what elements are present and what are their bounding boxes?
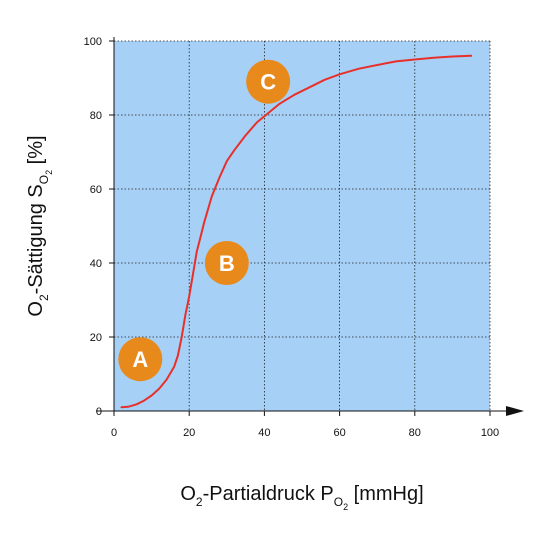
marker-circle <box>118 337 163 382</box>
x-tick-label: 40 <box>258 427 270 439</box>
y-tick-label: 60 <box>90 184 102 196</box>
x-axis-title-sub: 2 <box>196 495 203 509</box>
grid-lines <box>114 40 491 411</box>
x-axis-title-suffix: [mmHg] <box>348 483 424 505</box>
y-axis-title-sub2: O <box>37 175 51 184</box>
y-axis-title-prefix: O <box>25 301 47 317</box>
marker-circle <box>204 241 249 285</box>
y-axis-title-sub: 2 <box>37 294 51 301</box>
x-axis-title: O2-Partialdruck PO2 [mmHg] <box>180 483 423 512</box>
y-tick-label: 80 <box>90 110 102 122</box>
marker-label: A <box>132 347 148 372</box>
plot-background <box>114 41 490 411</box>
y-tick-label: 0 <box>96 406 102 418</box>
x-tick-label: 80 <box>409 427 421 439</box>
axes <box>96 37 524 416</box>
marker-label: B <box>219 251 235 276</box>
x-tick-label: 60 <box>333 427 345 439</box>
marker-b: B <box>204 241 249 285</box>
x-axis-arrowhead <box>506 406 524 416</box>
marker-circle <box>246 59 291 104</box>
curve-series <box>120 54 473 409</box>
y-axis-title-middle: -Sättigung S <box>25 184 47 294</box>
y-axis-title: O2-Sättigung SO2 [%] <box>25 135 54 316</box>
y-tick-label: 40 <box>90 258 102 270</box>
y-tick-label: 100 <box>84 36 102 48</box>
saturation-curve <box>120 54 473 409</box>
region-markers: A B C <box>118 59 291 382</box>
marker-c: C <box>246 59 291 104</box>
y-axis-title-suffix: [%] <box>25 135 47 169</box>
x-tick-label: 100 <box>481 427 499 439</box>
y-axis-title-subsub: 2 <box>44 170 54 175</box>
x-axis-title-sub2: O <box>334 495 343 509</box>
x-tick-labels: 0 20 40 60 80 100 <box>111 427 499 439</box>
x-tick-label: 0 <box>111 427 117 439</box>
x-axis-title-middle: -Partialdruck P <box>203 483 334 505</box>
y-tick-labels: 0 20 40 60 80 100 <box>84 36 102 418</box>
x-tick-label: 20 <box>183 427 195 439</box>
x-axis-title-subsub: 2 <box>343 502 348 512</box>
y-tick-label: 20 <box>90 332 102 344</box>
marker-a: A <box>118 337 163 382</box>
marker-label: C <box>260 70 276 95</box>
x-axis-title-prefix: O <box>180 483 196 505</box>
